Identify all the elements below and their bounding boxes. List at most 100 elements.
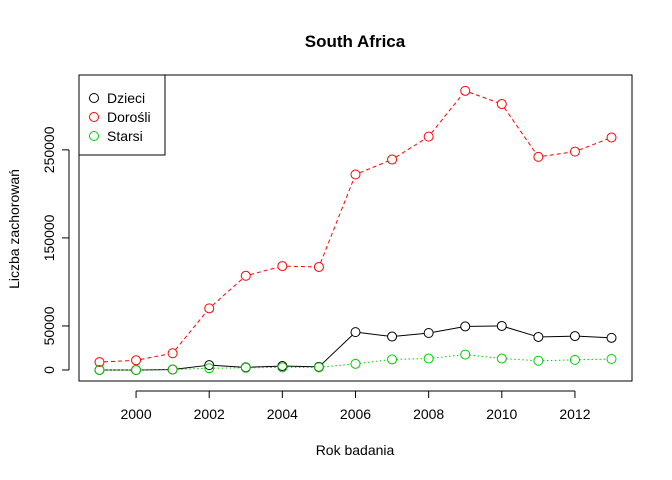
series-line-segment xyxy=(213,364,242,368)
series-line-segment xyxy=(140,353,169,360)
data-point xyxy=(387,331,398,342)
x-axis: 2000 2002 2004 2006 2008 2010 2012 xyxy=(120,390,591,422)
series-line-segment xyxy=(103,360,132,363)
series-line-segment xyxy=(321,334,353,365)
series-line-segment xyxy=(542,151,571,157)
data-point xyxy=(350,327,361,338)
data-point xyxy=(606,353,617,364)
series-line-segment xyxy=(469,354,498,359)
data-point xyxy=(533,355,544,366)
y-axis-label: Liczba zachorowań xyxy=(6,169,22,289)
data-point xyxy=(167,364,178,375)
y-tick-label: 0 xyxy=(41,366,57,374)
x-tick-label: 2008 xyxy=(413,406,444,422)
series-line-segment xyxy=(432,326,461,333)
series-line-segment xyxy=(177,367,205,370)
legend-label: Dzieci xyxy=(107,90,145,106)
series-line-segment xyxy=(503,107,537,154)
data-point xyxy=(204,303,215,314)
data-point xyxy=(350,169,361,180)
y-axis: 0 50000 150000 250000 xyxy=(41,126,70,374)
data-point xyxy=(423,131,434,142)
series-line-segment xyxy=(542,359,571,362)
data-point xyxy=(569,331,580,342)
data-point xyxy=(569,354,580,365)
data-point xyxy=(387,354,398,365)
series-line-segment xyxy=(396,358,425,360)
data-point xyxy=(387,154,398,165)
data-point xyxy=(460,321,471,332)
data-point xyxy=(423,328,434,339)
data-point xyxy=(569,146,580,157)
x-tick-label: 2006 xyxy=(340,406,371,422)
series-line-segment xyxy=(250,365,278,368)
series-line-segment xyxy=(579,358,608,361)
data-point xyxy=(277,261,288,272)
series-line-segment xyxy=(359,332,388,337)
series-line-segment xyxy=(579,335,608,339)
data-point xyxy=(533,151,544,162)
legend-marker xyxy=(89,112,99,122)
series-line-segment xyxy=(177,365,205,370)
data-point xyxy=(496,353,507,364)
x-tick-label: 2010 xyxy=(486,406,517,422)
x-tick-label: 2004 xyxy=(267,406,298,422)
series-line-segment xyxy=(433,354,461,359)
data-point xyxy=(313,362,324,373)
data-point xyxy=(496,99,507,110)
data-point xyxy=(460,349,471,360)
chart-title: South Africa xyxy=(305,32,406,51)
data-point xyxy=(94,364,105,375)
series-line-segment xyxy=(505,326,535,337)
series-line-segment xyxy=(578,138,608,151)
legend: Dzieci Dorośli Starsi xyxy=(78,74,166,156)
data-point xyxy=(277,362,288,373)
y-tick-label: 150000 xyxy=(41,214,57,261)
data-point xyxy=(167,348,178,359)
data-point xyxy=(240,270,251,281)
x-tick-label: 2002 xyxy=(194,406,225,422)
legend-marker xyxy=(89,93,99,103)
series-line-segment xyxy=(323,363,352,368)
data-point xyxy=(240,362,251,373)
y-tick-label: 50000 xyxy=(41,306,57,345)
series-0 xyxy=(94,320,617,375)
series-line-segment xyxy=(469,91,498,104)
data-point xyxy=(496,320,507,331)
data-point xyxy=(460,85,471,96)
series-2 xyxy=(94,349,617,375)
series-line-segment xyxy=(212,278,243,306)
data-point xyxy=(313,261,324,272)
series-line-segment xyxy=(286,365,315,368)
data-point xyxy=(606,132,617,143)
data-point xyxy=(533,331,544,342)
data-point xyxy=(204,363,215,374)
series-line-segment xyxy=(542,335,571,338)
legend-marker xyxy=(89,131,99,141)
y-tick-label: 250000 xyxy=(41,126,57,173)
x-tick-label: 2012 xyxy=(559,406,590,422)
series-line-segment xyxy=(396,332,425,337)
data-point xyxy=(423,353,434,364)
series-line-segment xyxy=(249,266,279,276)
series-line-segment xyxy=(506,358,534,361)
x-tick-label: 2000 xyxy=(120,406,151,422)
series-line-segment xyxy=(286,265,315,268)
data-point xyxy=(131,364,142,375)
series-line-segment xyxy=(431,94,463,134)
x-axis-label: Rok badania xyxy=(316,442,395,458)
series-1 xyxy=(94,85,617,368)
series-line-segment xyxy=(359,160,389,174)
legend-label: Starsi xyxy=(107,128,143,144)
series-line-segment xyxy=(395,138,426,158)
plot-frame xyxy=(78,74,633,382)
legend-box xyxy=(78,74,166,156)
data-point xyxy=(131,355,142,366)
legend-label: Dorośli xyxy=(107,109,151,125)
series-line-segment xyxy=(359,359,388,364)
data-point xyxy=(350,358,361,369)
data-point xyxy=(94,357,105,368)
series-line-segment xyxy=(175,311,207,351)
